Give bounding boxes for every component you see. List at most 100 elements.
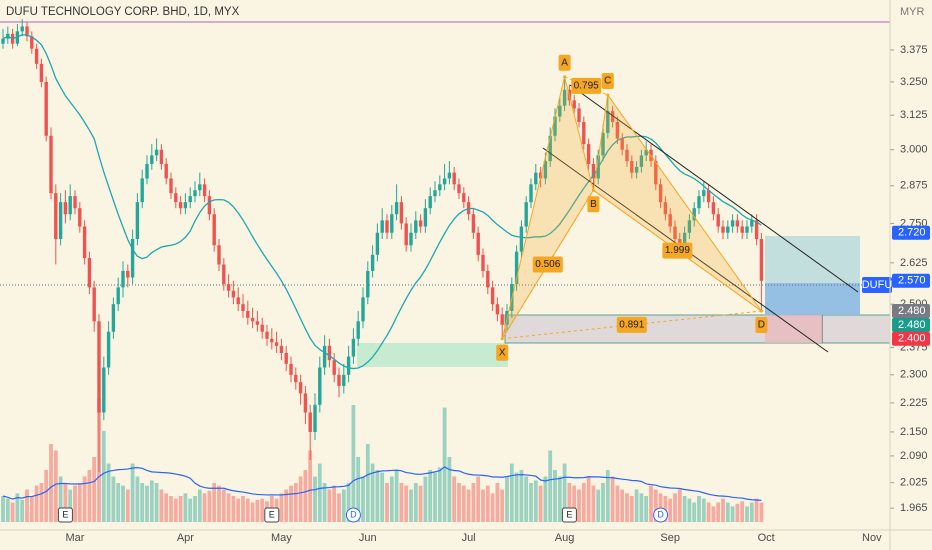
candle-body [294,374,298,383]
volume-bar [149,480,154,522]
volume-bar [375,470,380,522]
candle-body [188,196,192,203]
candle-body [687,220,692,233]
pattern-point [606,93,610,97]
candle-body [255,321,260,325]
point-label: A [561,57,568,68]
candle-body [265,331,269,339]
volume-bar [10,502,15,522]
candle-body [606,111,610,133]
volume-bar [154,483,159,522]
y-tick-label: 2.625 [900,257,928,269]
candle-body [418,220,423,227]
candle-body [495,304,500,315]
candle-body [212,214,216,246]
candle-body [442,178,447,185]
candle-body [754,220,759,239]
volume-bar [625,493,629,522]
volume-bar [687,498,692,522]
candle-body [452,172,456,185]
volume-bar [380,472,385,522]
volume-bar [754,498,759,522]
candle-body [337,374,341,386]
y-tick-label: 2.090 [900,450,928,462]
volume-bar [433,472,437,522]
candle-body [529,184,533,203]
candle-body [193,190,197,197]
candle-body [519,226,524,252]
candle-body [174,193,178,203]
candle-body [721,226,725,233]
candle-body [414,220,418,233]
volume-bar [476,476,481,522]
candle-body [327,345,332,361]
volume-bar [404,485,409,522]
volume-bar [351,405,356,522]
volume-bar [442,407,447,522]
candle-body [250,317,255,322]
volume-bar [524,476,529,522]
candle-body [404,223,408,246]
point-badge [755,316,768,333]
volume-bar [188,498,193,522]
candle-body [558,105,562,117]
volume-bar [202,493,207,522]
volume-bar [629,496,634,522]
candle-body [274,342,279,346]
point-badge [558,54,571,71]
volume-bar [567,483,572,522]
volume-bar [485,485,490,522]
volume-bar [34,485,39,522]
volume-bar [121,485,125,522]
candle-body [476,232,480,255]
volume-bar [423,476,428,522]
candle-body [178,202,183,209]
volume-bar [111,476,116,522]
volume-bar [116,483,121,522]
y-tick-label: 3.250 [900,76,928,88]
volume-bar [572,485,577,522]
volume-bar [692,502,697,522]
pattern-point [759,309,763,313]
volume-bar [701,498,706,522]
candle-body [236,297,240,305]
volume-bar [610,476,615,522]
volume-bar [365,444,370,522]
candle-body [279,345,284,353]
candle-body [572,100,576,109]
volume-bar [356,457,361,522]
candle-body [615,121,620,139]
support-zone [357,343,508,367]
candle-body [543,161,548,179]
stop-box [765,315,822,343]
volume-bar [649,485,653,522]
volume-bar [101,431,106,522]
price-label: 2.720 [898,227,926,239]
candle-body [318,367,322,405]
x-tick-label: Aug [555,532,575,544]
y-tick-label: 3.000 [900,144,928,156]
volume-bar [92,457,97,522]
candle-body [740,226,744,233]
ratio-badge [616,316,647,333]
x-tick-label: Nov [862,532,882,544]
candle-body [246,310,250,318]
volume-bar [241,496,245,522]
volume-bar [481,489,485,522]
price-badge [892,303,930,318]
price-label: 2.570 [898,275,926,287]
candle-body [423,208,428,227]
candle-body [82,226,87,259]
volume-bar [553,470,557,522]
event-label: E [566,509,572,519]
candle-body [399,202,404,224]
volume-bar [245,498,250,522]
volume-bar [332,485,337,522]
ratio-label: 0.795 [574,81,599,92]
candle-body [159,149,164,164]
ratio-badge [571,77,602,94]
volume-bar [236,498,241,522]
volume-bar [5,498,10,522]
volume-bar [428,470,433,522]
candle-body [370,254,375,271]
